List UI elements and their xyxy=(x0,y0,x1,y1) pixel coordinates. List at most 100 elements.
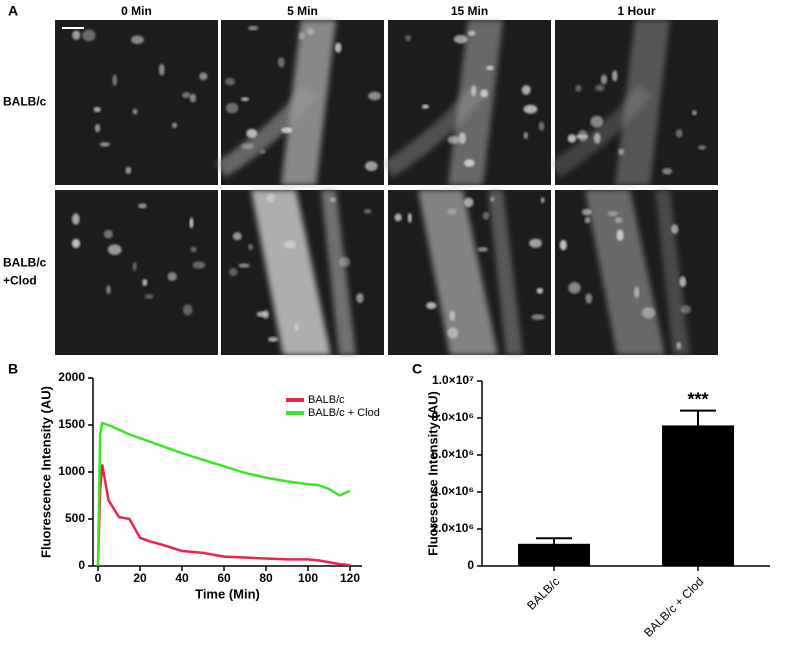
cell xyxy=(189,217,194,229)
cell xyxy=(225,102,239,114)
y-tick-label: 0 xyxy=(467,558,474,572)
cell xyxy=(641,307,656,319)
cell xyxy=(240,97,250,102)
cell xyxy=(671,224,679,234)
cell xyxy=(283,240,296,249)
row-label: BALB/c xyxy=(3,256,47,270)
column-header: 5 Min xyxy=(287,4,318,18)
cell xyxy=(676,341,682,350)
cell xyxy=(107,244,122,255)
cell xyxy=(426,302,437,310)
cell xyxy=(471,85,477,97)
x-tick-label: 80 xyxy=(259,571,273,585)
cell xyxy=(82,29,96,42)
vessel xyxy=(321,190,356,355)
cell xyxy=(72,30,81,40)
cell xyxy=(256,311,268,318)
micrograph-detail xyxy=(383,20,545,185)
cell xyxy=(190,246,197,253)
cell xyxy=(421,104,429,109)
cell xyxy=(93,106,101,113)
cell xyxy=(407,212,412,223)
cell xyxy=(132,108,138,115)
cell xyxy=(240,143,254,150)
cell xyxy=(298,31,306,40)
cell xyxy=(294,323,300,331)
cell xyxy=(529,238,542,248)
vessel xyxy=(418,190,498,355)
cell xyxy=(306,28,315,36)
vessel xyxy=(550,84,653,178)
bar xyxy=(518,543,590,566)
cell xyxy=(182,92,191,99)
vessel xyxy=(251,190,331,355)
micrograph-detail xyxy=(72,29,208,175)
cell xyxy=(248,243,254,251)
cell xyxy=(679,276,687,287)
cell xyxy=(692,110,697,116)
cell xyxy=(675,129,683,138)
cell xyxy=(71,238,81,249)
cell xyxy=(531,314,545,320)
cell xyxy=(633,286,640,298)
cell xyxy=(453,35,468,44)
x-tick-label: 120 xyxy=(340,571,360,585)
vessel xyxy=(383,84,486,178)
cell xyxy=(614,217,623,224)
cell xyxy=(593,132,601,144)
cell xyxy=(618,148,625,156)
cell xyxy=(616,229,624,241)
bar xyxy=(662,425,734,566)
cell xyxy=(368,91,381,101)
significance: *** xyxy=(687,389,708,409)
data-line xyxy=(96,421,351,567)
cell xyxy=(106,285,111,295)
cell xyxy=(467,30,476,36)
error-bar xyxy=(536,537,572,544)
cell xyxy=(225,77,235,86)
y-tick-label: 500 xyxy=(65,511,85,525)
cell xyxy=(144,294,154,299)
cell xyxy=(167,272,177,282)
cell xyxy=(595,84,605,92)
cell xyxy=(447,208,457,215)
cell xyxy=(575,84,582,92)
cell xyxy=(246,128,258,138)
y-tick-label: 8.0×10⁶ xyxy=(431,410,474,424)
row-label: +Clod xyxy=(3,274,37,288)
x-tick-label: 60 xyxy=(217,571,231,585)
y-tick-label: 0 xyxy=(78,558,85,572)
cell xyxy=(394,213,402,222)
row-label: BALB/c xyxy=(3,95,47,109)
panel-label: C xyxy=(412,361,422,377)
cell xyxy=(199,72,208,81)
cell xyxy=(356,293,364,304)
cell xyxy=(131,35,144,45)
y-tick-label: 6.0×10⁶ xyxy=(431,447,474,461)
cell xyxy=(449,310,456,322)
cell xyxy=(171,122,178,129)
vessel xyxy=(216,84,319,178)
x-tick-label: BALB/c xyxy=(524,574,562,612)
column-header: 15 Min xyxy=(451,4,488,18)
cell xyxy=(607,210,619,217)
cell xyxy=(329,197,337,203)
cell xyxy=(538,121,545,131)
cell xyxy=(490,196,495,202)
data-line xyxy=(96,464,351,567)
cell xyxy=(189,93,197,103)
cell xyxy=(281,127,293,134)
cell xyxy=(125,166,132,175)
cell xyxy=(71,213,80,225)
cell xyxy=(142,278,148,287)
cell xyxy=(248,25,259,31)
micrograph-detail xyxy=(229,190,372,355)
column-header: 1 Hour xyxy=(617,4,655,18)
cell xyxy=(480,89,489,98)
cell xyxy=(540,197,545,204)
x-tick-label: 40 xyxy=(175,571,189,585)
x-tick-label: 100 xyxy=(298,571,318,585)
micrograph-detail xyxy=(559,190,692,355)
cell xyxy=(523,132,528,140)
